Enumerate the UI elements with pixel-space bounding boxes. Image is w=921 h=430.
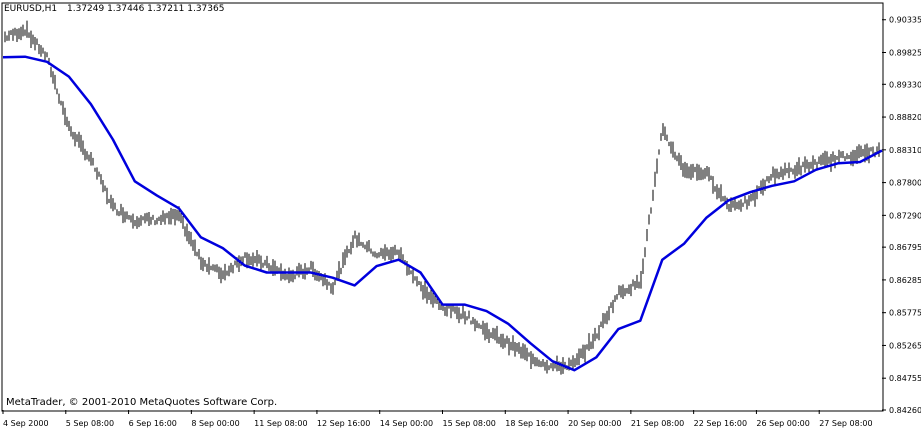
x-tick-label: 18 Sep 16:00	[505, 419, 558, 428]
x-tick-label: 27 Sep 08:00	[819, 419, 872, 428]
y-tick-label: 0.89330	[889, 80, 921, 89]
plot-frame	[1, 2, 884, 412]
price-bars	[4, 20, 880, 375]
y-tick-label: 0.86795	[889, 243, 921, 252]
y-tick-label: 0.88310	[889, 146, 921, 155]
x-tick-label: 22 Sep 16:00	[694, 419, 747, 428]
time-axis: 4 Sep 2000 5 Sep 08:00 6 Sep 16:00 8 Sep 00…	[2, 410, 873, 428]
x-tick-label: 4 Sep 2000	[3, 419, 49, 428]
x-tick-label: 20 Sep 00:00	[568, 419, 621, 428]
y-tick-label: 0.88820	[889, 113, 921, 122]
y-tick-label: 0.84755	[889, 374, 921, 383]
x-tick-label: 26 Sep 00:00	[756, 419, 809, 428]
x-tick-label: 5 Sep 08:00	[66, 419, 114, 428]
x-tick-label: 6 Sep 16:00	[129, 419, 177, 428]
y-tick-label: 0.89825	[889, 49, 921, 58]
moving-average	[2, 55, 883, 372]
y-tick-label: 0.90335	[889, 16, 921, 25]
y-tick-label: 0.84260	[889, 406, 921, 415]
x-tick-label: 14 Sep 00:00	[380, 419, 433, 428]
x-tick-label: 15 Sep 08:00	[443, 419, 496, 428]
x-tick-label: 12 Sep 16:00	[317, 419, 370, 428]
y-tick-label: 0.86285	[889, 276, 921, 285]
ohlc-values: 1.37249 1.37446 1.37211 1.37365	[67, 4, 225, 14]
x-tick-label: 11 Sep 08:00	[254, 419, 307, 428]
y-tick-label: 0.85265	[889, 341, 921, 350]
symbol-label: EURUSD,H1	[4, 4, 58, 14]
y-tick-label: 0.87290	[889, 211, 921, 220]
price-axis: 0.90335 0.89825 0.89330 0.88820 0.88310 0.878…	[882, 16, 921, 415]
copyright-text: MetaTrader, © 2001-2010 MetaQuotes Softw…	[6, 397, 278, 408]
chart-header: EURUSD,H1 1.37249 1.37446 1.37211 1.3736…	[4, 4, 224, 14]
y-tick-label: 0.87800	[889, 179, 921, 188]
moving-average-line	[2, 55, 883, 372]
y-tick-label: 0.85775	[889, 309, 921, 318]
x-tick-label: 8 Sep 00:00	[191, 419, 239, 428]
x-tick-label: 21 Sep 08:00	[631, 419, 684, 428]
